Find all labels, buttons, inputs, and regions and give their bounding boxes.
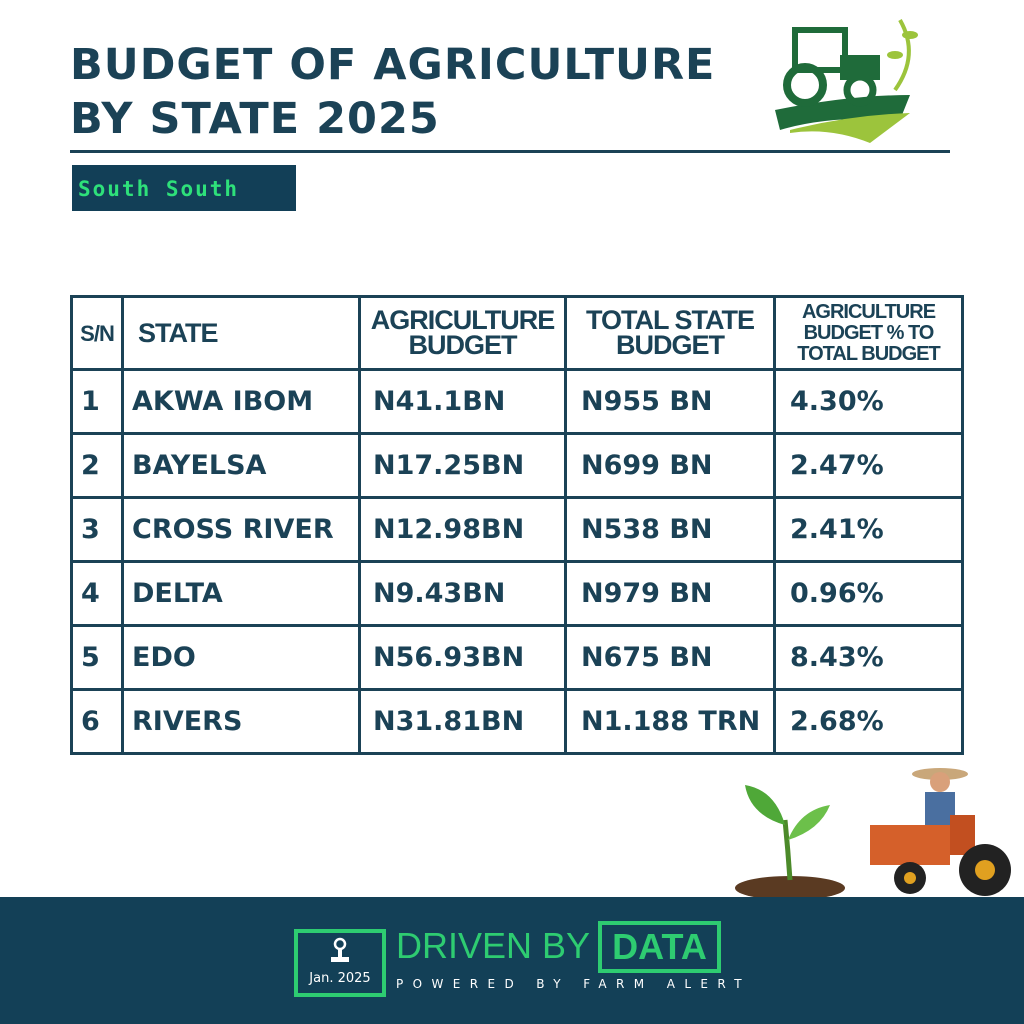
cell-state: AKWA IBOM	[121, 368, 361, 435]
cell-state: EDO	[121, 624, 361, 691]
cell-total-budget: N675 BN	[564, 624, 776, 691]
stamp-icon	[331, 937, 349, 962]
cell-sn: 3	[70, 496, 124, 563]
cell-agric-budget: N41.1BN	[358, 368, 567, 435]
powered-by-label: POWERED BY FARM ALERT	[396, 977, 752, 991]
cell-agric-budget: N56.93BN	[358, 624, 567, 691]
footer: Jan. 2025 DRIVEN BY DATA POWERED BY FARM…	[0, 897, 1024, 1024]
cell-sn: 5	[70, 624, 124, 691]
cell-percentage: 2.47%	[773, 432, 964, 499]
region-label: South South	[72, 165, 296, 211]
cell-percentage: 8.43%	[773, 624, 964, 691]
data-label: DATA	[598, 921, 721, 973]
cell-total-budget: N955 BN	[564, 368, 776, 435]
title-line-1: BUDGET OF AGRICULTURE	[70, 40, 716, 90]
seedling-icon	[735, 785, 845, 900]
cell-state: RIVERS	[121, 688, 361, 755]
tractor-logo-icon	[775, 19, 918, 143]
farmer-on-tractor-icon	[870, 768, 1011, 896]
cell-sn: 4	[70, 560, 124, 627]
table-row: 4 DELTA N9.43BN N979 BN 0.96%	[70, 560, 964, 627]
budget-table: S/N STATE AGRICULTURE BUDGET TOTAL STATE…	[70, 295, 964, 755]
cell-percentage: 0.96%	[773, 560, 964, 627]
cell-total-budget: N979 BN	[564, 560, 776, 627]
cell-agric-budget: N9.43BN	[358, 560, 567, 627]
date-badge: Jan. 2025	[294, 929, 386, 997]
cell-sn: 2	[70, 432, 124, 499]
title-line-2: BY STATE 2025	[70, 94, 440, 144]
cell-state: BAYELSA	[121, 432, 361, 499]
cell-agric-budget: N17.25BN	[358, 432, 567, 499]
driven-by-label: DRIVEN BY	[396, 925, 591, 966]
cell-percentage: 2.41%	[773, 496, 964, 563]
cell-sn: 1	[70, 368, 124, 435]
cell-state: DELTA	[121, 560, 361, 627]
cell-total-budget: N699 BN	[564, 432, 776, 499]
date-label: Jan. 2025	[309, 971, 371, 986]
table-row: 3 CROSS RIVER N12.98BN N538 BN 2.41%	[70, 496, 964, 563]
cell-agric-budget: N12.98BN	[358, 496, 567, 563]
cell-state: CROSS RIVER	[121, 496, 361, 563]
page-title: BUDGET OF AGRICULTURE BY STATE 2025	[70, 38, 715, 146]
column-header-state: STATE	[121, 295, 361, 371]
column-header-sn: S/N	[70, 295, 124, 371]
cell-sn: 6	[70, 688, 124, 755]
table-row: 6 RIVERS N31.81BN N1.188 TRN 2.68%	[70, 688, 964, 755]
cell-total-budget: N1.188 TRN	[564, 688, 776, 755]
column-header-percentage: AGRICULTURE BUDGET % TO TOTAL BUDGET	[773, 295, 964, 371]
column-header-agric-budget: AGRICULTURE BUDGET	[358, 295, 567, 371]
table-row: 1 AKWA IBOM N41.1BN N955 BN 4.30%	[70, 368, 964, 435]
table-header: S/N STATE AGRICULTURE BUDGET TOTAL STATE…	[70, 295, 964, 371]
table-row: 2 BAYELSA N17.25BN N699 BN 2.47%	[70, 432, 964, 499]
divider	[70, 150, 950, 153]
table-row: 5 EDO N56.93BN N675 BN 8.43%	[70, 624, 964, 691]
cell-agric-budget: N31.81BN	[358, 688, 567, 755]
cell-percentage: 4.30%	[773, 368, 964, 435]
cell-total-budget: N538 BN	[564, 496, 776, 563]
cell-percentage: 2.68%	[773, 688, 964, 755]
column-header-total-budget: TOTAL STATE BUDGET	[564, 295, 776, 371]
